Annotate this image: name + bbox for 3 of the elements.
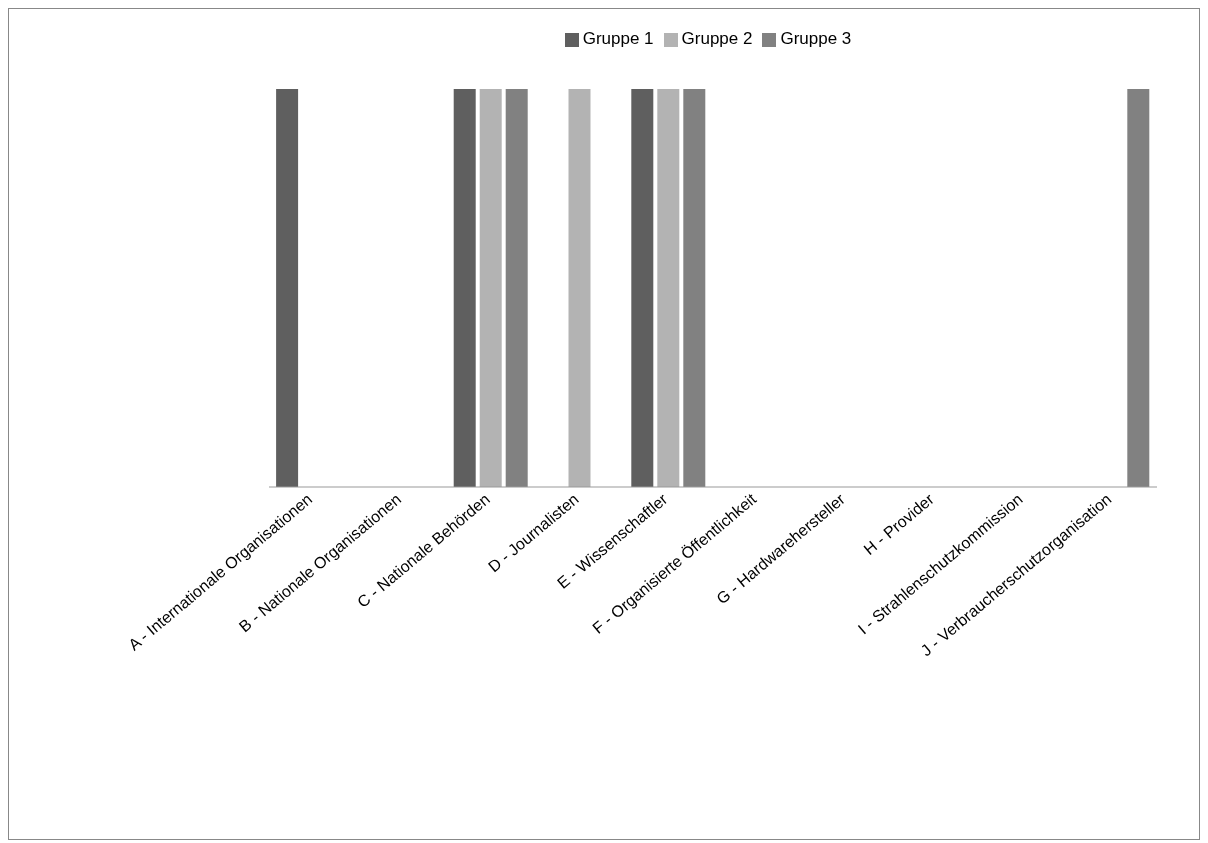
legend-label: Gruppe 3 [780,29,852,48]
legend-label: Gruppe 2 [681,29,753,48]
legend-label: Gruppe 1 [582,29,654,48]
